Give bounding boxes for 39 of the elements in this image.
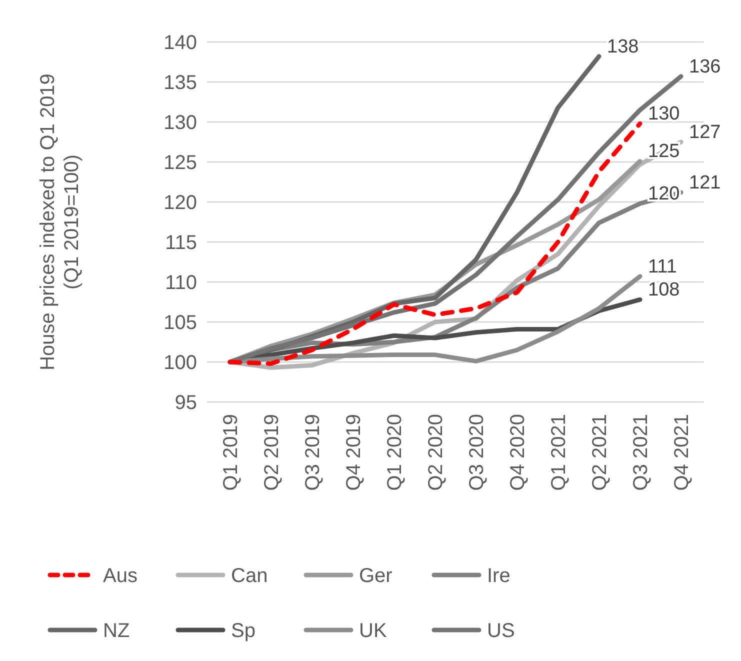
y-axis-title: House prices indexed to Q1 2019 (Q1 2019=100) [37, 74, 83, 370]
x-tick-label: Q1 2021 [548, 414, 570, 491]
y-tick-label: 130 [164, 112, 197, 134]
legend-label: Can [231, 565, 268, 587]
x-tick-label: Q2 2020 [425, 414, 447, 491]
legend-label: Ger [359, 565, 393, 587]
x-tick-label: Q4 2020 [507, 414, 529, 491]
data-label: 125 [648, 141, 680, 162]
data-label: 127 [689, 122, 721, 143]
data-label: 111 [648, 256, 677, 278]
x-tick-label: Q4 2021 [671, 414, 693, 491]
data-label: 108 [648, 280, 680, 301]
data-label: 136 [689, 56, 721, 78]
x-tick-label: Q4 2019 [343, 414, 365, 491]
legend-label: Sp [231, 620, 256, 642]
x-tick-label: Q3 2019 [302, 414, 324, 491]
x-tick-label: Q2 2019 [261, 414, 283, 491]
y-tick-label: 140 [164, 32, 197, 54]
x-tick-label: Q3 2020 [466, 414, 488, 491]
y-tick-label: 115 [165, 232, 197, 254]
y-tick-label: 120 [164, 192, 197, 214]
x-tick-label: Q2 2021 [589, 414, 611, 491]
y-tick-label: 105 [164, 312, 197, 334]
data-label: 121 [689, 172, 721, 194]
y-tick-label: 95 [174, 392, 197, 414]
legend-label: NZ [103, 620, 130, 642]
y-tick-label: 135 [164, 72, 197, 94]
x-tick-label: Q3 2021 [630, 414, 652, 491]
y-tick-label: 125 [164, 152, 197, 174]
legend-label: Ire [487, 565, 510, 587]
legend-label: Aus [103, 565, 138, 587]
data-label: 138 [607, 36, 639, 58]
legend-label: US [487, 620, 515, 642]
y-tick-label: 100 [164, 352, 197, 374]
data-label: 130 [648, 104, 680, 125]
legend-label: UK [359, 620, 388, 642]
x-tick-label: Q1 2019 [220, 414, 242, 491]
x-tick-label: Q1 2020 [384, 414, 406, 491]
y-tick-label: 110 [165, 272, 197, 294]
